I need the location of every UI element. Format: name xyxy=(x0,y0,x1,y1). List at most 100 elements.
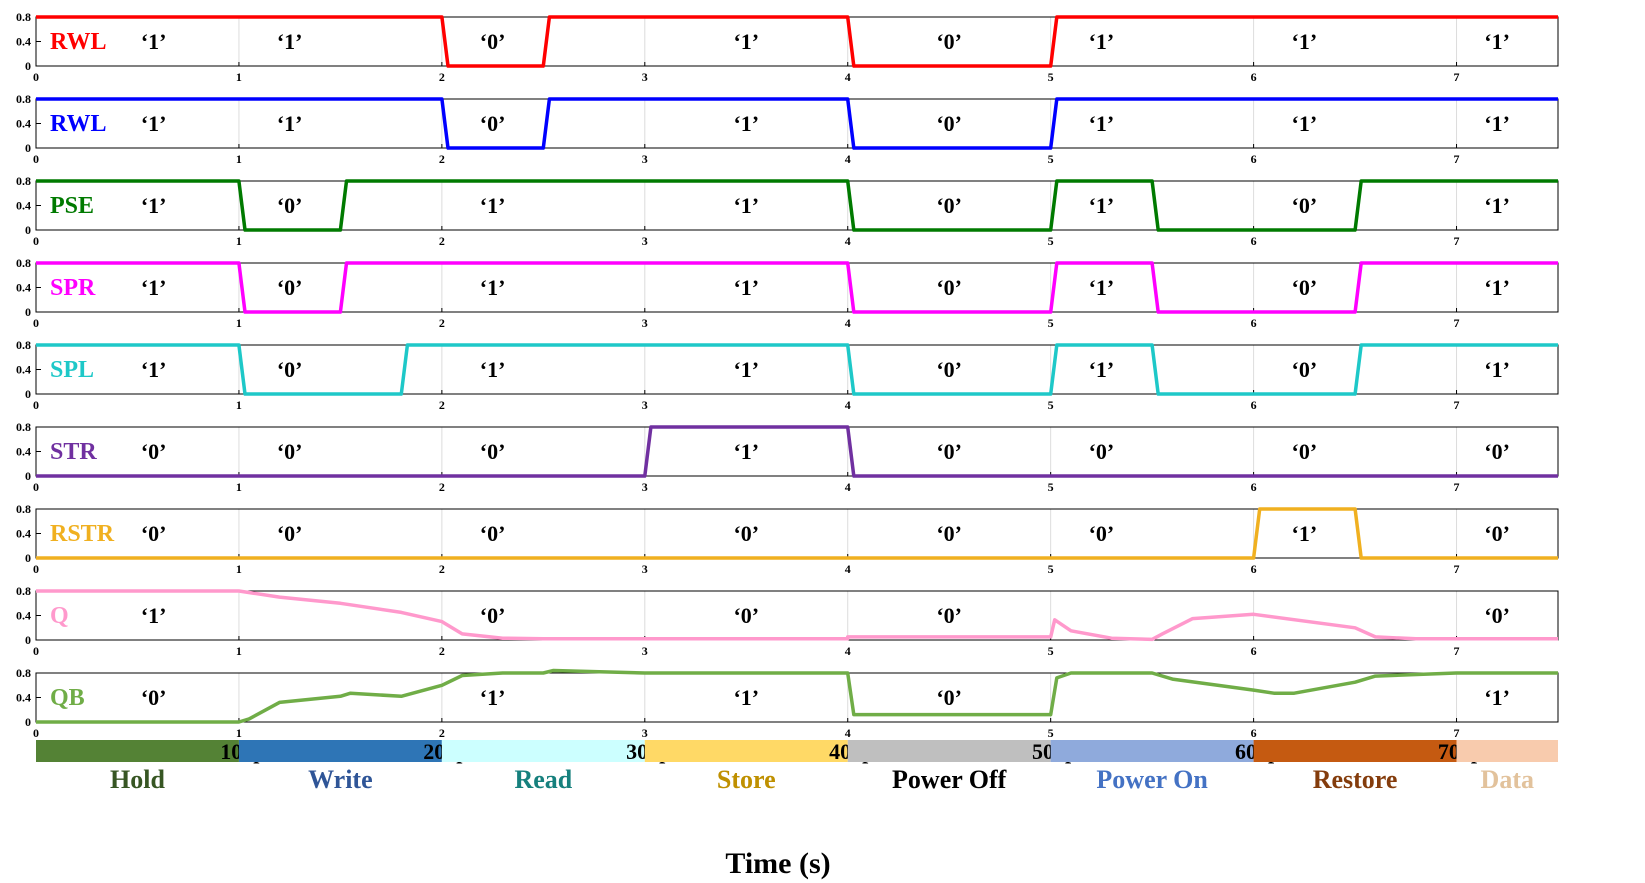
y-tick-label: 0.8 xyxy=(16,92,31,106)
signal-label: QB xyxy=(50,685,85,711)
x-tick-label: 7 xyxy=(1454,234,1460,248)
x-tick-label: 5 xyxy=(1048,70,1054,84)
x-tick-label: 6 xyxy=(1251,234,1257,248)
state-label: ‘0’ xyxy=(936,521,962,546)
x-tick-label: 4 xyxy=(845,644,851,658)
state-label: ‘0’ xyxy=(936,685,962,710)
state-label: ‘1’ xyxy=(733,193,759,218)
x-tick-label: 3 xyxy=(642,726,648,740)
x-tick-label: 3 xyxy=(642,398,648,412)
state-label: ‘1’ xyxy=(480,275,506,300)
state-label: ‘1’ xyxy=(1089,111,1115,136)
state-label: ‘0’ xyxy=(1484,603,1510,628)
panel-frame xyxy=(35,180,1559,231)
x-tick-label: 4 xyxy=(845,480,851,494)
state-label: ‘1’ xyxy=(1292,521,1318,546)
x-tick-label: 5 xyxy=(1048,316,1054,330)
x-tick-label: 5 xyxy=(1048,234,1054,248)
state-label: ‘1’ xyxy=(277,111,303,136)
x-tick-label: 0 xyxy=(33,70,39,84)
y-tick-label: 0 xyxy=(25,551,31,565)
y-tick-label: 0.8 xyxy=(16,420,31,434)
state-label: ‘0’ xyxy=(141,521,167,546)
state-label: ‘0’ xyxy=(480,521,506,546)
x-tick-label: 0 xyxy=(33,316,39,330)
x-tick-label: 4 xyxy=(845,562,851,576)
panel-frame xyxy=(35,426,1559,477)
state-label: ‘1’ xyxy=(1089,275,1115,300)
x-tick-label: 5 xyxy=(1048,152,1054,166)
y-tick-label: 0 xyxy=(25,305,31,319)
panel-rwl: 0 0.4 0.8 0 1 2 3 4 5 6 7 RWL ‘1’ ‘1’ ‘0’ ‘1’ ‘0’ ‘1’ ‘1’ ‘… xyxy=(16,10,1559,84)
state-label: ‘1’ xyxy=(141,29,167,54)
y-tick-label: 0 xyxy=(25,633,31,647)
x-tick-label: 2 xyxy=(439,152,445,166)
x-tick-label: 1 xyxy=(236,480,242,494)
waveform-rstr xyxy=(36,507,1558,560)
x-tick-label: 4 xyxy=(845,726,851,740)
x-tick-label: 7 xyxy=(1454,316,1460,330)
signal-label: Q xyxy=(50,603,69,629)
waveform-q xyxy=(36,589,1558,642)
state-label: ‘0’ xyxy=(1089,521,1115,546)
state-label: ‘0’ xyxy=(480,111,506,136)
phase-segment xyxy=(1456,740,1558,762)
x-tick-label: 2 xyxy=(439,316,445,330)
y-tick-label: 0.4 xyxy=(16,609,31,623)
x-tick-label: 6 xyxy=(1251,316,1257,330)
x-tick-label: 3 xyxy=(642,644,648,658)
y-tick-label: 0.8 xyxy=(16,584,31,598)
state-label: ‘1’ xyxy=(733,29,759,54)
y-tick-label: 0 xyxy=(25,223,31,237)
y-tick-label: 0 xyxy=(25,141,31,155)
phase-label: Write xyxy=(308,765,373,794)
x-tick-label: 7 xyxy=(1454,562,1460,576)
state-label: ‘0’ xyxy=(277,521,303,546)
panel-frame xyxy=(35,590,1559,641)
x-tick-label: 7 xyxy=(1454,398,1460,412)
state-label: ‘1’ xyxy=(1484,193,1510,218)
phase-segment xyxy=(644,740,848,762)
state-label: ‘0’ xyxy=(936,29,962,54)
state-label: ‘1’ xyxy=(141,357,167,382)
signal-label: SPL xyxy=(50,357,94,383)
x-tick-label: 4 xyxy=(845,152,851,166)
state-label: ‘1’ xyxy=(733,111,759,136)
state-label: ‘1’ xyxy=(480,357,506,382)
x-tick-label: 3 xyxy=(642,234,648,248)
x-tick-label: 2 xyxy=(439,480,445,494)
state-label: ‘0’ xyxy=(1484,521,1510,546)
y-tick-label: 0.4 xyxy=(16,281,31,295)
x-tick-label: 7 xyxy=(1454,480,1460,494)
phase-label: Data xyxy=(1481,765,1534,794)
waveform-spl xyxy=(36,343,1558,396)
x-tick-label: 7 xyxy=(1454,726,1460,740)
state-label: ‘1’ xyxy=(141,603,167,628)
x-tick-label: 6 xyxy=(1251,398,1257,412)
x-tick-label: 5 xyxy=(1048,644,1054,658)
panel-frame xyxy=(35,16,1559,67)
state-label: ‘0’ xyxy=(277,193,303,218)
y-tick-label: 0 xyxy=(25,59,31,73)
x-tick-label: 2 xyxy=(439,398,445,412)
waveform-rwl xyxy=(36,97,1558,150)
state-label: ‘0’ xyxy=(1292,357,1318,382)
panel-spr: 0 0.4 0.8 0 1 2 3 4 5 6 7 SPR ‘1’ ‘0’ ‘1’ ‘1’ ‘0’ ‘1’ ‘0’ ‘… xyxy=(16,256,1559,330)
y-tick-label: 0.4 xyxy=(16,199,31,213)
x-tick-label: 7 xyxy=(1454,644,1460,658)
x-tick-label: 7 xyxy=(1454,70,1460,84)
y-tick-label: 0.8 xyxy=(16,666,31,680)
state-label: ‘0’ xyxy=(480,603,506,628)
panel-spl: 0 0.4 0.8 0 1 2 3 4 5 6 7 SPL ‘1’ ‘0’ ‘1’ ‘1’ ‘0’ ‘1’ ‘0’ ‘… xyxy=(16,338,1559,412)
x-tick-label: 3 xyxy=(642,316,648,330)
y-tick-label: 0.8 xyxy=(16,256,31,270)
x-tick-label: 4 xyxy=(845,398,851,412)
y-tick-label: 0 xyxy=(25,469,31,483)
state-label: ‘1’ xyxy=(480,193,506,218)
phase-segment xyxy=(36,740,239,762)
panel-frame xyxy=(35,508,1559,559)
x-tick-label: 2 xyxy=(439,726,445,740)
panel-frame xyxy=(35,98,1559,149)
state-label: ‘1’ xyxy=(277,29,303,54)
